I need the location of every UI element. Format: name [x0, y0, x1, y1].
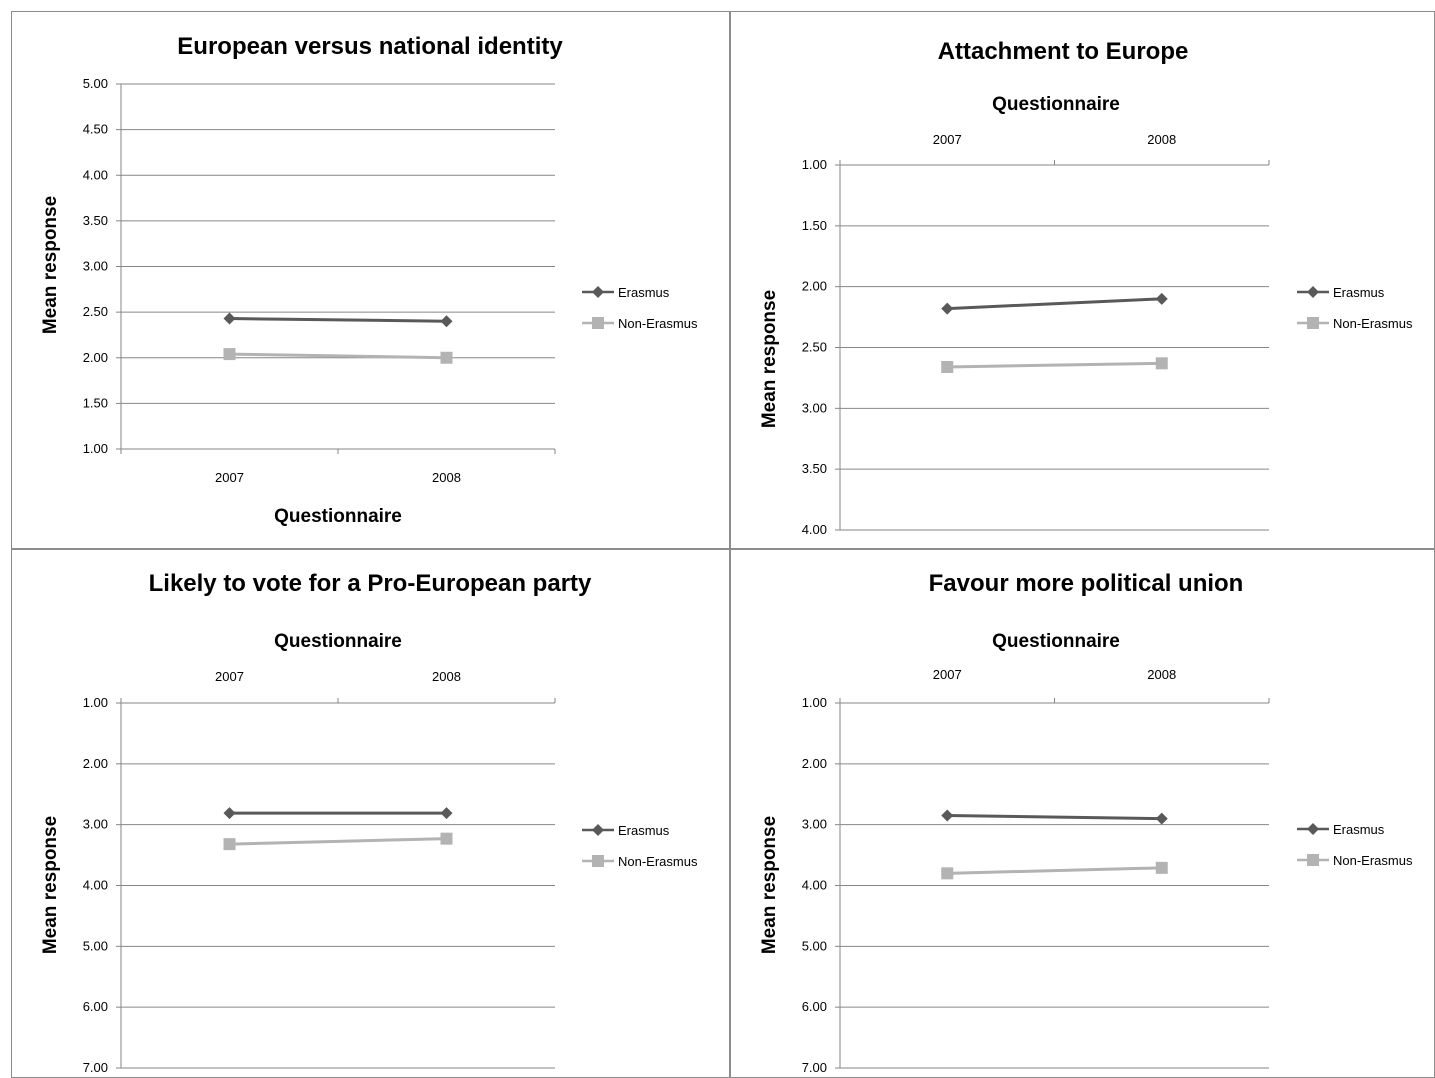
- chart-panel-european-identity: European versus national identity 1.00 1.…: [11, 11, 730, 549]
- legend-marker: [1307, 854, 1319, 866]
- y-tick-label: 3.00: [83, 259, 108, 274]
- chart-svg: European versus national identity 1.00 1.…: [40, 33, 698, 527]
- y-tick-label: 3.50: [802, 461, 827, 476]
- data-point: [1155, 861, 1168, 874]
- y-tick-label: 4.50: [83, 122, 108, 137]
- series-line-erasmus: [229, 317, 447, 323]
- x-axis-title: Questionnaire: [274, 631, 402, 652]
- chart-panel-political-union: Favour more political union Questionnair…: [730, 549, 1435, 1078]
- data-point: [440, 315, 453, 328]
- x-axis-title: Questionnaire: [992, 631, 1120, 652]
- y-axis-title: Mean response: [40, 816, 61, 954]
- data-point: [941, 867, 954, 880]
- x-axis-title: Questionnaire: [992, 94, 1120, 115]
- y-tick-label: 5.00: [802, 938, 827, 953]
- legend-label: Erasmus: [618, 285, 670, 300]
- data-point: [941, 360, 954, 373]
- y-tick-label: 1.00: [802, 695, 827, 710]
- series-line-non-erasmus: [947, 866, 1162, 875]
- legend-marker: [1307, 823, 1319, 835]
- legend-label: Non-Erasmus: [618, 316, 698, 331]
- y-tick-label: 2.00: [83, 350, 108, 365]
- chart-title: Likely to vote for a Pro-European party: [149, 570, 592, 597]
- y-tick-label: 7.00: [802, 1060, 827, 1075]
- x-tick-label: 2008: [432, 669, 461, 684]
- legend-marker: [1307, 317, 1319, 329]
- chart-panel-attachment-europe: Attachment to Europe Questionnaire 1.00 1…: [730, 11, 1435, 549]
- legend-marker: [592, 855, 604, 867]
- x-tick-label: 2007: [215, 669, 244, 684]
- x-tick-label: 2008: [1147, 132, 1176, 147]
- y-tick-label: 3.50: [83, 213, 108, 228]
- data-point: [223, 348, 236, 361]
- legend-label: Non-Erasmus: [618, 854, 698, 869]
- data-point: [941, 302, 954, 315]
- series-line-non-erasmus: [229, 352, 447, 360]
- y-tick-label: 3.00: [83, 817, 108, 832]
- chart-title: European versus national identity: [177, 33, 563, 60]
- legend-label: Non-Erasmus: [1333, 316, 1413, 331]
- y-tick-label: 4.00: [802, 878, 827, 893]
- series-line-erasmus: [947, 814, 1162, 821]
- legend-label: Non-Erasmus: [1333, 853, 1413, 868]
- y-tick-label: 2.50: [83, 304, 108, 319]
- y-tick-label: 2.00: [83, 756, 108, 771]
- legend-marker: [592, 286, 604, 298]
- legend-label: Erasmus: [1333, 285, 1385, 300]
- data-point: [941, 809, 954, 822]
- chart-svg: Attachment to Europe Questionnaire 1.00 1…: [759, 38, 1413, 537]
- legend-label: Erasmus: [618, 823, 670, 838]
- y-tick-label: 1.00: [802, 157, 827, 172]
- data-point: [440, 832, 453, 845]
- data-point: [1155, 292, 1168, 305]
- chart-svg: Favour more political union Questionnair…: [759, 570, 1413, 1075]
- chart-panel-vote-pro-european: Likely to vote for a Pro-European party …: [11, 549, 730, 1078]
- y-tick-label: 1.00: [83, 695, 108, 710]
- y-axis-title: Mean response: [40, 196, 61, 334]
- data-point: [223, 807, 236, 820]
- y-tick-label: 5.00: [83, 938, 108, 953]
- legend-marker: [592, 824, 604, 836]
- legend-label: Erasmus: [1333, 822, 1385, 837]
- x-tick-label: 2007: [933, 132, 962, 147]
- y-axis-title: Mean response: [759, 290, 780, 428]
- data-point: [1155, 812, 1168, 825]
- x-axis-title: Questionnaire: [274, 506, 402, 527]
- y-tick-label: 4.00: [83, 167, 108, 182]
- chart-title: Favour more political union: [929, 570, 1244, 597]
- chart-title: Attachment to Europe: [938, 38, 1189, 65]
- y-tick-label: 1.50: [83, 395, 108, 410]
- data-point: [223, 312, 236, 325]
- y-tick-label: 6.00: [83, 999, 108, 1014]
- y-tick-label: 4.00: [83, 878, 108, 893]
- x-tick-label: 2007: [933, 667, 962, 682]
- y-tick-label: 4.00: [802, 522, 827, 537]
- series-line-non-erasmus: [947, 361, 1162, 369]
- data-point: [440, 351, 453, 364]
- chart-svg: Likely to vote for a Pro-European party …: [40, 570, 698, 1075]
- y-tick-label: 2.00: [802, 279, 827, 294]
- data-point: [223, 838, 236, 851]
- series-line-erasmus: [947, 297, 1162, 311]
- y-axis-title: Mean response: [759, 816, 780, 954]
- y-tick-label: 7.00: [83, 1060, 108, 1075]
- y-tick-label: 1.00: [83, 441, 108, 456]
- y-tick-label: 6.00: [802, 999, 827, 1014]
- y-tick-label: 2.50: [802, 340, 827, 355]
- x-tick-label: 2008: [1147, 667, 1176, 682]
- legend-marker: [592, 317, 604, 329]
- y-tick-label: 2.00: [802, 756, 827, 771]
- data-point: [1155, 357, 1168, 370]
- x-tick-label: 2007: [215, 470, 244, 485]
- legend-marker: [1307, 286, 1319, 298]
- y-tick-label: 3.00: [802, 817, 827, 832]
- y-tick-label: 1.50: [802, 218, 827, 233]
- y-tick-label: 5.00: [83, 76, 108, 91]
- x-tick-label: 2008: [432, 470, 461, 485]
- series-line-non-erasmus: [229, 837, 447, 846]
- data-point: [440, 807, 453, 820]
- y-tick-label: 3.00: [802, 400, 827, 415]
